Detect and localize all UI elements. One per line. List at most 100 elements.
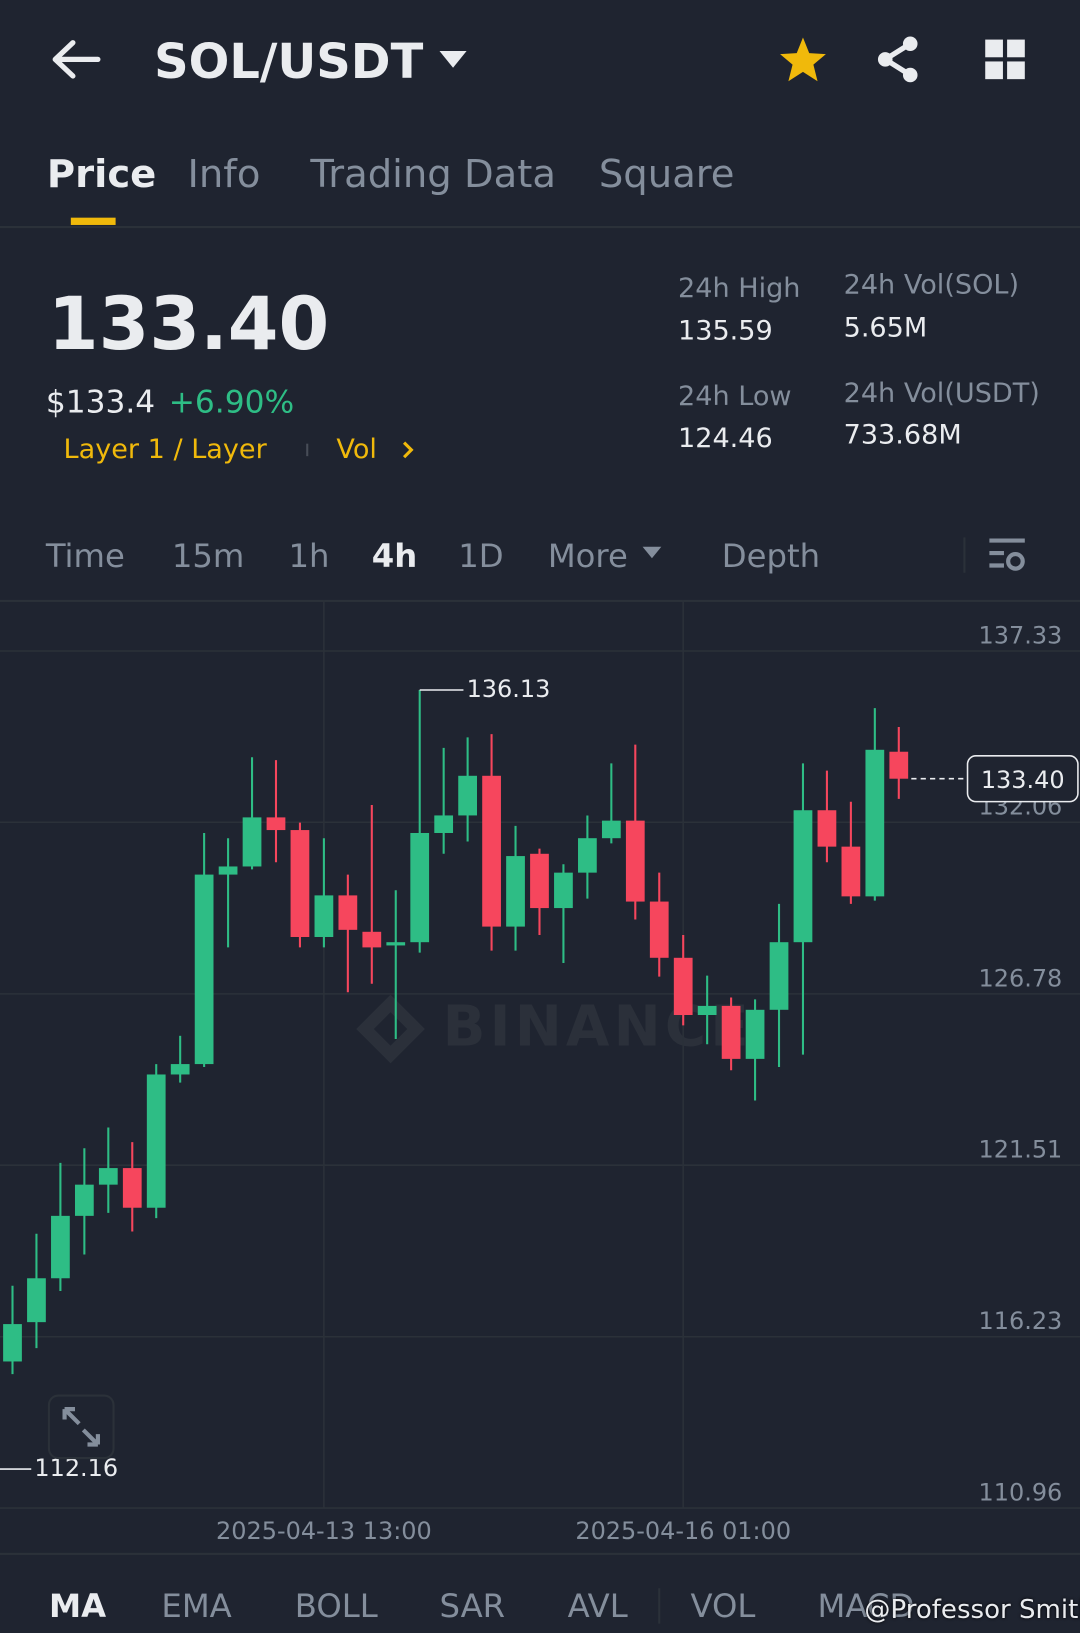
candle-body	[721, 1005, 741, 1059]
candle-body	[410, 832, 430, 943]
candle-body	[482, 775, 501, 927]
candle-body	[601, 820, 621, 839]
y-tick-label: 126.78	[979, 964, 1063, 992]
indicator[interactable]: SAR	[439, 1587, 506, 1626]
candle-body	[841, 846, 861, 897]
candle-body	[697, 1005, 717, 1015]
interval[interactable]: 15m	[171, 537, 245, 576]
indicator[interactable]: BOLL	[294, 1587, 378, 1626]
indicator[interactable]: AVL	[567, 1587, 628, 1626]
interval[interactable]: Depth	[721, 537, 821, 576]
interval[interactable]: 4h	[371, 537, 418, 576]
price-change: +6.90%	[168, 384, 295, 421]
candle-body	[362, 931, 382, 948]
tab[interactable]: Trading Data	[310, 151, 556, 197]
candle-body	[27, 1278, 46, 1323]
candle-body	[74, 1184, 94, 1216]
candle-body	[889, 751, 909, 779]
candle-body	[865, 749, 885, 897]
chart-settings[interactable]	[987, 536, 1029, 576]
stat-label: 24h Vol(SOL)	[843, 269, 1020, 301]
candle-body	[218, 866, 238, 875]
tab[interactable]: Price	[46, 151, 157, 197]
tab[interactable]: Info	[187, 151, 261, 197]
candle-body	[242, 817, 262, 867]
indicator[interactable]: MA	[48, 1587, 107, 1626]
watermark-logo	[356, 994, 425, 1064]
candle-body	[170, 1064, 190, 1075]
expand-button[interactable]	[47, 1394, 115, 1460]
candle-body	[578, 838, 597, 873]
back-button[interactable]	[50, 37, 102, 81]
candle-body	[98, 1168, 118, 1185]
stat-label: 24h Vol(USDT)	[843, 378, 1040, 410]
pair-dropdown[interactable]	[437, 49, 468, 70]
chevron	[402, 441, 414, 459]
y-tick-label: 137.33	[979, 621, 1063, 649]
vol-link[interactable]: Vol	[336, 434, 377, 466]
candle-body	[194, 874, 214, 1065]
share-button[interactable]	[875, 35, 923, 83]
candlestick-chart: BINANCE137.33132.06126.78121.51116.23110…	[0, 600, 1080, 1545]
separator	[658, 1588, 661, 1624]
dropdown	[642, 546, 662, 559]
candle-body	[793, 810, 813, 943]
separator	[306, 443, 309, 457]
candle-body	[458, 775, 477, 816]
candle-body	[817, 810, 837, 847]
candle-body	[625, 820, 645, 902]
candle-body	[434, 815, 454, 833]
candle-body	[314, 895, 334, 937]
pair-title[interactable]: SOL/USDT	[154, 33, 424, 90]
favorite-star[interactable]	[778, 35, 828, 83]
candle-body	[51, 1215, 70, 1279]
stat-value: 135.59	[677, 315, 773, 347]
last-price-box	[966, 755, 1079, 803]
indicator[interactable]: VOL	[690, 1587, 756, 1626]
candle-body	[386, 942, 406, 946]
candle-body	[554, 872, 573, 909]
candle-body	[530, 853, 549, 909]
stat-label: 24h High	[677, 272, 801, 305]
candle-body	[338, 895, 358, 930]
divider	[0, 225, 1080, 229]
candle-body	[290, 830, 310, 937]
chart-watermark: BINANCE	[443, 995, 753, 1060]
divider	[0, 599, 1080, 602]
interval[interactable]: 1D	[458, 537, 504, 576]
stat-value: 124.46	[677, 422, 773, 455]
interval[interactable]: Time	[45, 537, 125, 576]
candle-body	[769, 942, 789, 1010]
candle-body	[649, 901, 669, 958]
candle-body	[506, 856, 525, 927]
tab[interactable]: Square	[598, 151, 735, 197]
candle-body	[3, 1324, 22, 1362]
usd-price: $133.4	[45, 384, 156, 421]
indicator[interactable]: MACD	[817, 1587, 915, 1626]
y-tick-label: 121.51	[979, 1136, 1063, 1164]
tab-indicator	[70, 217, 116, 225]
separator	[963, 537, 966, 573]
divider	[0, 1552, 1080, 1555]
expand-icon	[62, 1407, 100, 1447]
candle-body	[266, 817, 286, 831]
candle-body	[122, 1168, 142, 1208]
high-marker-label: 136.13	[467, 675, 551, 703]
x-tick-label: 2025-04-16 01:00	[575, 1517, 791, 1545]
stat-value: 733.68M	[843, 419, 962, 451]
stat-label: 24h Low	[677, 381, 792, 413]
sector-tag[interactable]: Layer 1 / Layer	[63, 434, 267, 466]
stat-value: 5.65M	[843, 312, 928, 344]
interval[interactable]: More	[547, 537, 628, 576]
candle-body	[745, 1009, 765, 1059]
last-price-label: 133.40	[981, 766, 1065, 794]
y-tick-label: 116.23	[979, 1307, 1063, 1335]
indicator[interactable]: EMA	[161, 1587, 232, 1626]
last-price: 133.40	[47, 281, 330, 367]
menu-grid[interactable]	[984, 39, 1028, 83]
candle-body	[673, 957, 693, 1015]
interval[interactable]: 1h	[288, 537, 330, 576]
x-tick-label: 2025-04-13 13:00	[216, 1517, 432, 1545]
y-tick-label: 110.96	[979, 1478, 1063, 1506]
